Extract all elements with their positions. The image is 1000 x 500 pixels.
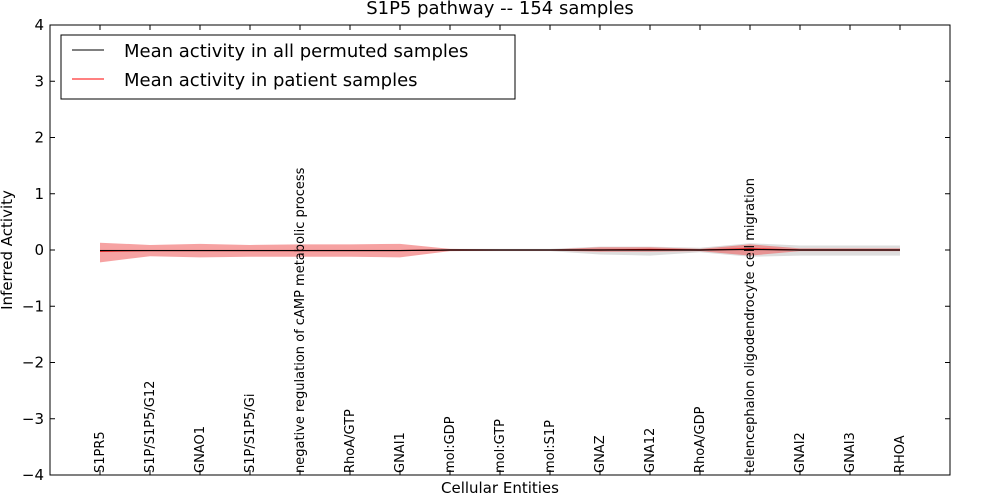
x-category-label: GNAI3 (843, 432, 858, 473)
legend: Mean activity in all permuted samples Me… (60, 34, 516, 100)
x-category-label: RhoA/GTP (343, 409, 358, 473)
x-category-label: RHOA (893, 435, 908, 473)
x-category-label: mol:GDP (443, 416, 458, 473)
y-tick-label: −4 (22, 466, 44, 484)
y-axis-label: Inferred Activity (0, 190, 16, 310)
legend-box (60, 34, 516, 100)
confidence-bands (100, 242, 900, 263)
y-axis-ticks: 4 3 2 1 0 −1 −2 −3 −4 (22, 16, 950, 484)
x-category-label: GNAI2 (793, 432, 808, 473)
x-axis-label: Cellular Entities (441, 479, 559, 497)
series-lines (99, 248, 900, 252)
y-tick-label: −1 (22, 297, 44, 315)
y-tick-label: 0 (34, 241, 44, 259)
x-category-label: GNAI1 (393, 432, 408, 473)
x-category-label: S1P/S1P5/G12 (143, 381, 158, 473)
x-category-label: GNAO1 (193, 426, 208, 473)
y-tick-label: 4 (34, 16, 44, 34)
x-category-label: RhoA/GDP (693, 406, 708, 473)
y-tick-label: −3 (22, 410, 44, 428)
x-axis-ticks: S1PR5 S1P/S1P5/G12 GNAO1 S1P/S1P5/Gi negativ… (93, 25, 908, 475)
y-tick-label: 2 (34, 129, 44, 147)
y-tick-label: 3 (34, 72, 44, 90)
x-category-label: S1P/S1P5/Gi (243, 394, 258, 473)
x-category-label: mol:GTP (493, 419, 508, 473)
x-category-label: GNAZ (593, 435, 608, 473)
legend-label-patient: Mean activity in patient samples (124, 70, 418, 91)
x-category-label: negative regulation of cAMP metabolic pr… (293, 167, 308, 473)
y-tick-label: −2 (22, 354, 44, 372)
y-tick-label: 1 (34, 185, 44, 203)
plot-frame (49, 24, 951, 476)
chart-title: S1P5 pathway -- 154 samples (366, 0, 634, 19)
confidence-band-patient (100, 242, 900, 263)
x-category-label: GNA12 (643, 428, 658, 473)
x-category-label: mol:S1P (543, 420, 558, 473)
legend-label-permuted: Mean activity in all permuted samples (124, 41, 468, 62)
series-line-permuted (100, 248, 900, 252)
x-category-label: S1PR5 (93, 431, 108, 473)
x-category-label: telencephalon oligodendrocyte cell migra… (743, 178, 758, 473)
